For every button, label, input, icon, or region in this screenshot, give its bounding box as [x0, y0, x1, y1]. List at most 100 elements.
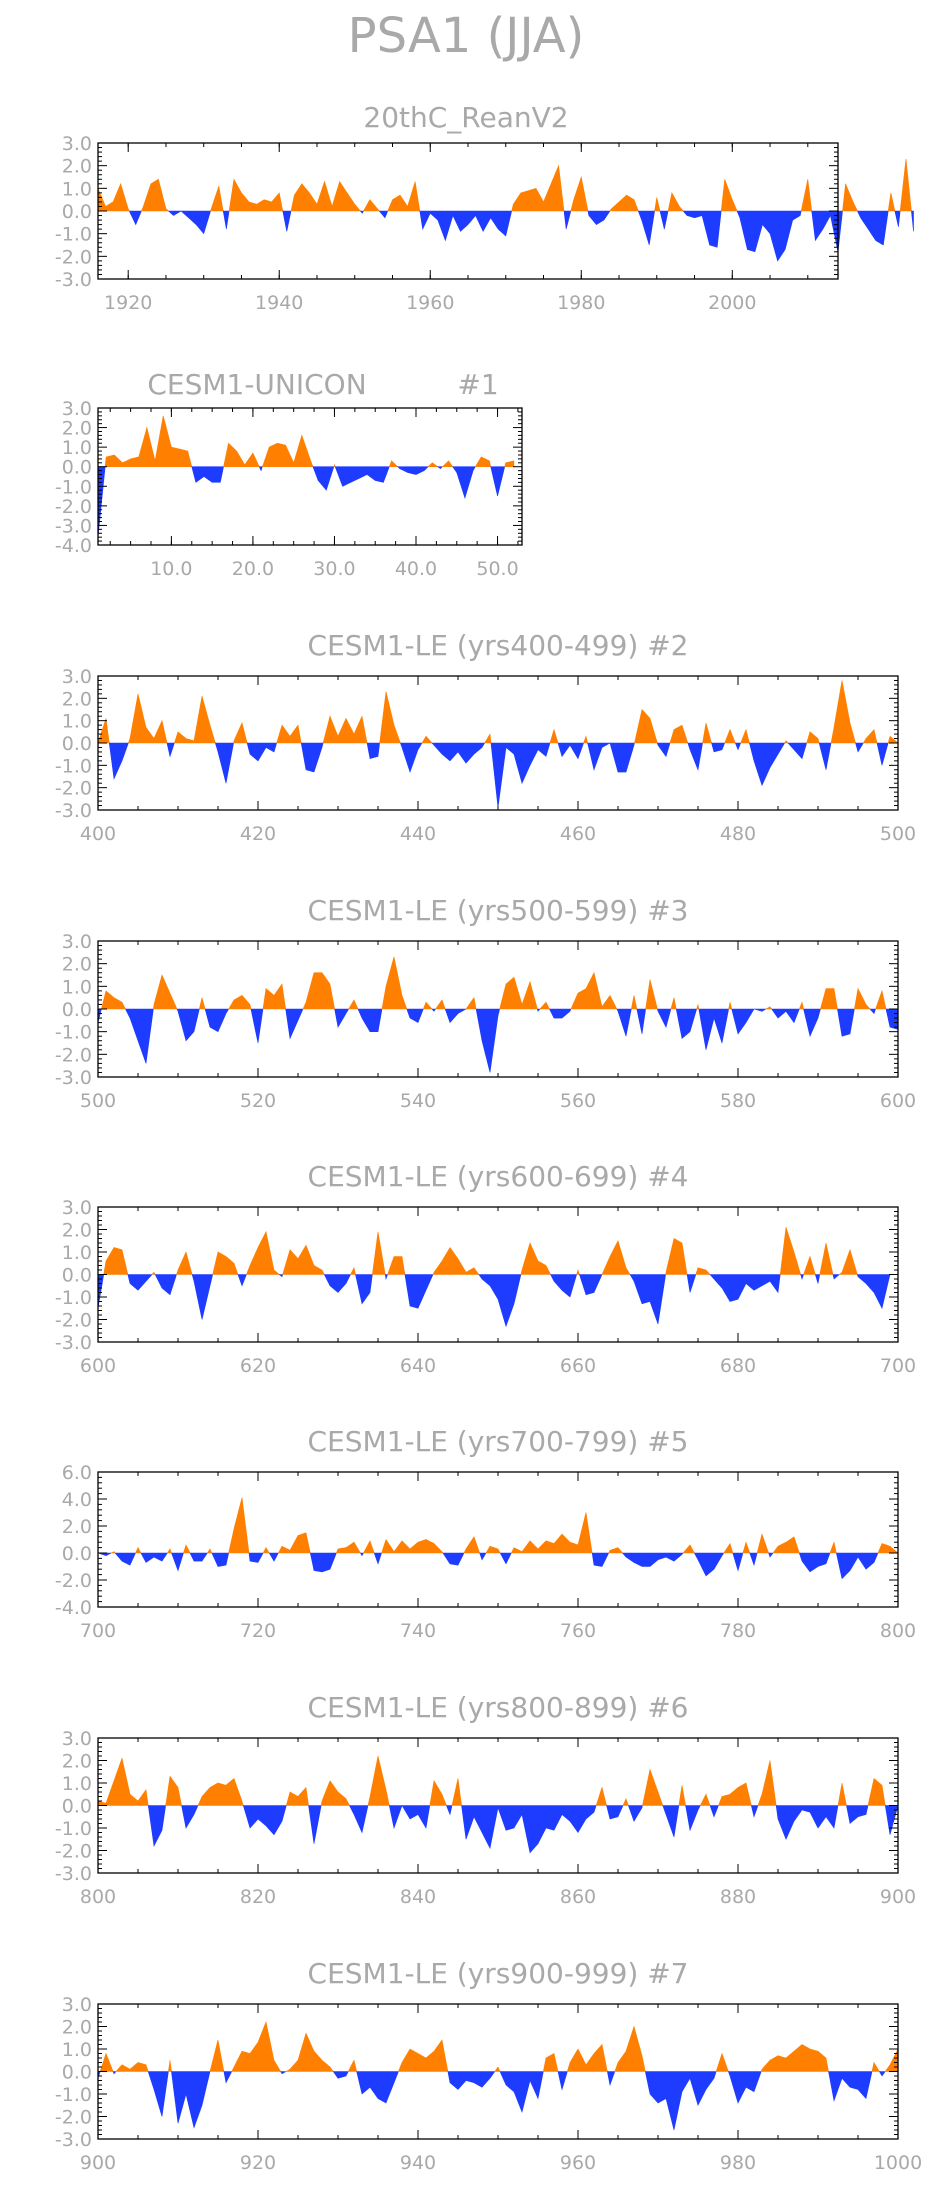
- negative-area-14: [378, 210, 389, 219]
- negative-area-33: [800, 1274, 805, 1280]
- y-tick-label: 0.0: [62, 733, 92, 755]
- chart-panel-4: CESM1-LE (yrs500-599) #3 3.02.01.00.0-1.0…: [55, 894, 916, 1112]
- positive-area-17: [484, 733, 492, 744]
- positive-area-24: [576, 1268, 580, 1275]
- y-tick-label: 3.0: [62, 1197, 92, 1219]
- negative-area-19: [499, 2071, 544, 2113]
- negative-area-30: [591, 1552, 610, 1567]
- plot-frame: [97, 1471, 899, 1608]
- y-tick-label: -1.0: [55, 476, 92, 498]
- positive-area-36: [696, 1004, 700, 1010]
- positive-area-17: [451, 1778, 462, 1806]
- negative-area-13: [436, 466, 444, 470]
- x-tick-label: 540: [400, 1090, 436, 1112]
- negative-area-33: [657, 1008, 672, 1028]
- negative-area-2: [147, 1805, 167, 1847]
- panel-title: CESM1-LE (yrs600-699) #4: [308, 1160, 689, 1193]
- y-tick-label: 1.0: [62, 437, 92, 459]
- negative-area-26: [656, 742, 671, 758]
- negative-area-22: [373, 1552, 382, 1565]
- positive-area-11: [367, 1755, 390, 1806]
- negative-area-34: [693, 1552, 725, 1577]
- positive-area-30: [630, 995, 638, 1010]
- positive-area-19: [549, 728, 559, 744]
- negative-area-22: [637, 210, 655, 246]
- x-tick-label: 800: [880, 1620, 916, 1642]
- x-tick-label: 400: [80, 823, 116, 845]
- negative-area-23: [606, 2071, 616, 2087]
- y-tick-label: -3.0: [55, 269, 92, 291]
- negative-area-26: [479, 1552, 487, 1561]
- positive-area-2: [101, 990, 126, 1010]
- positive-area-16: [381, 956, 408, 1010]
- positive-area-7: [166, 1548, 172, 1554]
- panel-title: CESM1-LE (yrs500-599) #3: [308, 894, 689, 927]
- negative-area-8: [308, 1805, 322, 1844]
- x-tick-label: 700: [880, 1355, 916, 1377]
- positive-area-20: [542, 2053, 559, 2072]
- negative-area-29: [828, 2071, 873, 2102]
- positive-area-26: [539, 1001, 550, 1010]
- positive-area-7: [210, 185, 224, 212]
- negative-area-14: [399, 742, 423, 773]
- y-tick-label: 4.0: [62, 1489, 92, 1511]
- positive-area-16: [474, 456, 492, 468]
- positive-area-22: [465, 996, 477, 1010]
- negative-area-2: [128, 210, 142, 226]
- y-tick-label: -2.0: [55, 246, 92, 268]
- negative-area-3: [112, 2071, 117, 2075]
- y-tick-label: 1.0: [62, 2039, 92, 2061]
- x-tick-label: 980: [720, 2152, 756, 2174]
- negative-area-28: [499, 1552, 512, 1565]
- positive-area-48: [854, 987, 871, 1010]
- positive-area-27: [699, 1793, 711, 1806]
- positive-area-32: [779, 1227, 802, 1275]
- positive-area-32: [645, 979, 658, 1010]
- negative-area-36: [787, 742, 808, 760]
- positive-area-8: [228, 995, 252, 1010]
- negative-area-32: [775, 1805, 839, 1841]
- negative-area-24: [662, 1805, 680, 1838]
- x-tick-label: 30.0: [313, 558, 355, 580]
- positive-area-21: [362, 1540, 375, 1554]
- negative-area-3: [191, 466, 224, 483]
- positive-area-7: [285, 1786, 309, 1806]
- positive-area-12: [284, 2032, 334, 2072]
- x-tick-label: 660: [560, 1355, 596, 1377]
- x-tick-label: 840: [400, 1886, 436, 1908]
- positive-area-14: [441, 460, 454, 468]
- positive-area-46: [820, 988, 838, 1010]
- y-tick-label: 3.0: [62, 398, 92, 420]
- negative-area-20: [587, 210, 611, 225]
- positive-area-19: [595, 1786, 607, 1806]
- positive-area-27: [720, 179, 738, 212]
- positive-area-28: [570, 971, 618, 1010]
- positive-area-4: [115, 2062, 149, 2072]
- negative-area-34: [846, 1805, 869, 1825]
- negative-area-17: [447, 2071, 496, 2090]
- positive-area-31: [842, 183, 858, 212]
- negative-area-25: [579, 1274, 603, 1296]
- chart-panel-6: CESM1-LE (yrs700-799) #5 6.0 4.0 2.0 0.0 -2.0…: [55, 1425, 916, 1642]
- positive-area-2: [103, 1247, 129, 1275]
- negative-area-7: [204, 1008, 230, 1033]
- positive-area-35: [723, 1542, 734, 1554]
- positive-area-31: [608, 1547, 624, 1554]
- y-tick-label: 0.0: [62, 2062, 92, 2084]
- y-tick-label: -1.0: [55, 1818, 92, 1840]
- x-tick-label: 20.0: [232, 558, 274, 580]
- negative-area-9: [223, 2071, 233, 2084]
- positive-area-6: [198, 997, 206, 1010]
- negative-area-9: [237, 1274, 247, 1287]
- positive-area-11: [206, 1548, 213, 1554]
- x-tick-label: 440: [400, 823, 436, 845]
- positive-area-10: [388, 460, 399, 468]
- y-tick-label: -2.0: [55, 496, 92, 518]
- negative-area-35: [675, 1008, 698, 1040]
- positive-area-25: [634, 708, 658, 744]
- positive-area-18: [422, 1001, 433, 1010]
- negative-area-24: [442, 1552, 465, 1566]
- negative-area-15: [355, 1274, 373, 1305]
- x-tick-label: 620: [240, 1355, 276, 1377]
